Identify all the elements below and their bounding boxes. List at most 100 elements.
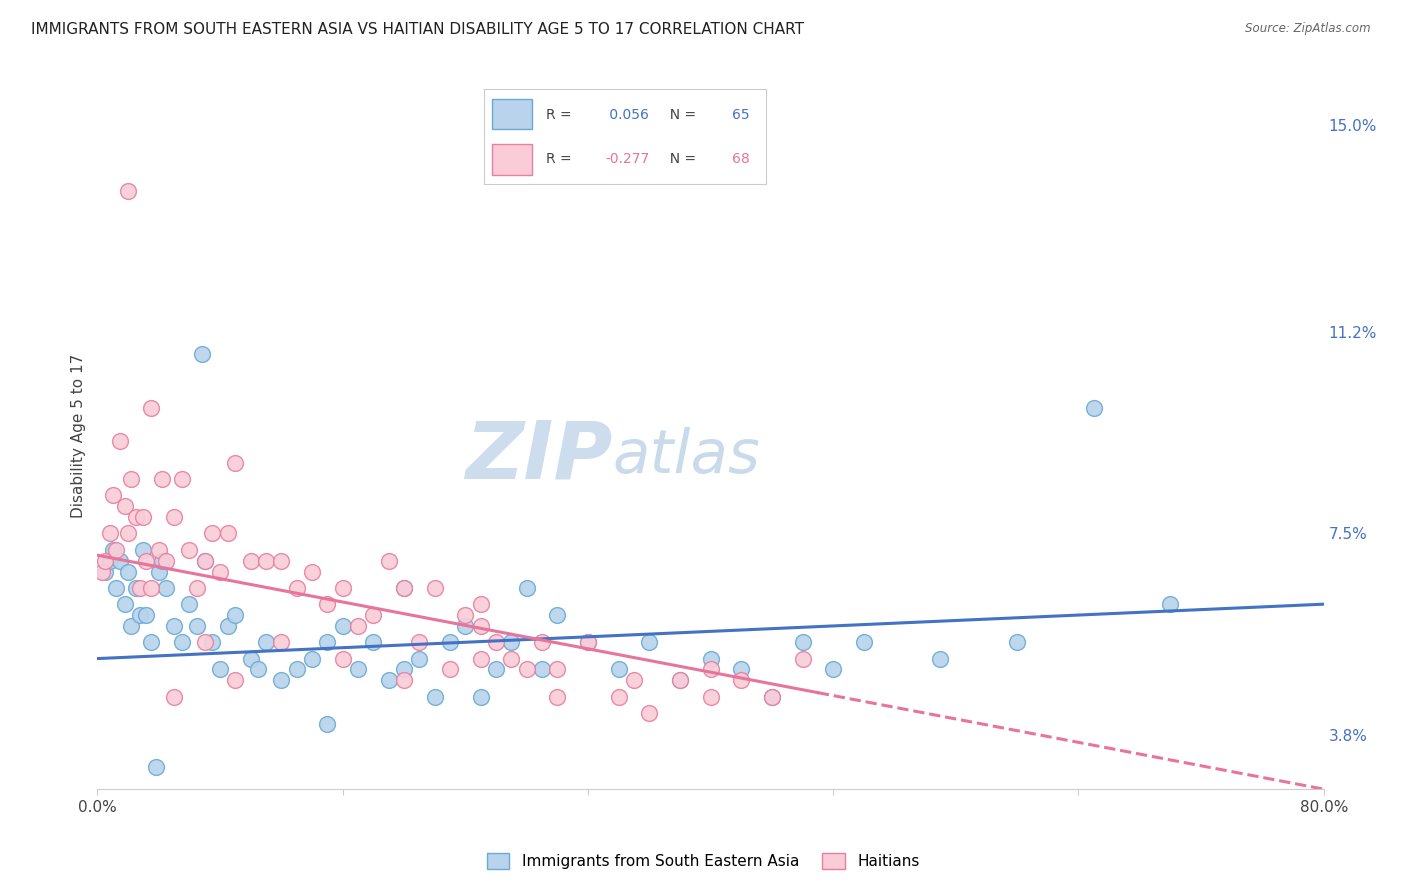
Point bbox=[139, 581, 162, 595]
Point bbox=[98, 526, 121, 541]
Point bbox=[247, 663, 270, 677]
Point bbox=[347, 619, 370, 633]
Point bbox=[929, 651, 952, 665]
Point bbox=[217, 526, 239, 541]
Point bbox=[132, 542, 155, 557]
Point bbox=[285, 581, 308, 595]
Point bbox=[439, 635, 461, 649]
Point bbox=[423, 581, 446, 595]
Point bbox=[454, 608, 477, 623]
Point bbox=[270, 635, 292, 649]
Point bbox=[270, 673, 292, 688]
Point bbox=[101, 488, 124, 502]
Point bbox=[117, 565, 139, 579]
Point bbox=[194, 635, 217, 649]
Point bbox=[301, 651, 323, 665]
Point bbox=[852, 635, 875, 649]
Y-axis label: Disability Age 5 to 17: Disability Age 5 to 17 bbox=[72, 353, 86, 517]
Point bbox=[316, 597, 339, 611]
Point bbox=[823, 663, 845, 677]
Point bbox=[699, 663, 721, 677]
Point bbox=[623, 673, 645, 688]
Point bbox=[301, 565, 323, 579]
Legend: Immigrants from South Eastern Asia, Haitians: Immigrants from South Eastern Asia, Hait… bbox=[481, 847, 925, 875]
Point bbox=[454, 619, 477, 633]
Point bbox=[730, 663, 752, 677]
Point bbox=[254, 635, 277, 649]
Point bbox=[170, 472, 193, 486]
Point bbox=[91, 565, 114, 579]
Point bbox=[194, 554, 217, 568]
Point bbox=[332, 651, 354, 665]
Point bbox=[1005, 635, 1028, 649]
Point bbox=[120, 472, 142, 486]
Point bbox=[148, 565, 170, 579]
Point bbox=[239, 651, 262, 665]
Point bbox=[110, 554, 132, 568]
Point bbox=[285, 663, 308, 677]
Point bbox=[98, 554, 121, 568]
Point bbox=[1159, 597, 1181, 611]
Point bbox=[470, 690, 492, 704]
Point bbox=[201, 635, 224, 649]
Point bbox=[270, 554, 292, 568]
Point bbox=[190, 347, 212, 361]
Point bbox=[392, 581, 415, 595]
Point bbox=[186, 619, 208, 633]
Point bbox=[546, 663, 568, 677]
Point bbox=[669, 673, 692, 688]
Point bbox=[516, 581, 538, 595]
Point bbox=[224, 673, 246, 688]
Point bbox=[110, 434, 132, 448]
Point bbox=[501, 635, 523, 649]
Point bbox=[224, 608, 246, 623]
Point bbox=[124, 510, 146, 524]
Point bbox=[114, 597, 136, 611]
Point bbox=[392, 663, 415, 677]
Point bbox=[224, 456, 246, 470]
Point bbox=[408, 635, 430, 649]
Point bbox=[470, 597, 492, 611]
Point bbox=[148, 542, 170, 557]
Point bbox=[470, 651, 492, 665]
Point bbox=[135, 608, 157, 623]
Point bbox=[501, 651, 523, 665]
Point bbox=[377, 673, 399, 688]
Point bbox=[730, 673, 752, 688]
Point bbox=[179, 542, 201, 557]
Point bbox=[607, 690, 630, 704]
Point bbox=[155, 554, 177, 568]
Point bbox=[699, 651, 721, 665]
Point bbox=[145, 760, 167, 774]
Text: IMMIGRANTS FROM SOUTH EASTERN ASIA VS HAITIAN DISABILITY AGE 5 TO 17 CORRELATION: IMMIGRANTS FROM SOUTH EASTERN ASIA VS HA… bbox=[31, 22, 804, 37]
Text: Source: ZipAtlas.com: Source: ZipAtlas.com bbox=[1246, 22, 1371, 36]
Point bbox=[163, 690, 186, 704]
Point bbox=[761, 690, 783, 704]
Point bbox=[94, 554, 117, 568]
Point bbox=[129, 581, 152, 595]
Point bbox=[516, 663, 538, 677]
Point bbox=[347, 663, 370, 677]
Point bbox=[139, 635, 162, 649]
Point bbox=[470, 619, 492, 633]
Point bbox=[208, 565, 231, 579]
Point bbox=[792, 651, 814, 665]
Point bbox=[332, 581, 354, 595]
Point bbox=[186, 581, 208, 595]
Point bbox=[485, 663, 508, 677]
Text: ZIP: ZIP bbox=[465, 417, 613, 496]
Point bbox=[208, 663, 231, 677]
Point bbox=[94, 565, 117, 579]
Point bbox=[439, 663, 461, 677]
Point bbox=[576, 635, 599, 649]
Point bbox=[139, 401, 162, 416]
Point bbox=[1083, 401, 1105, 416]
Point bbox=[761, 690, 783, 704]
Point bbox=[607, 663, 630, 677]
Point bbox=[361, 635, 384, 649]
Point bbox=[377, 554, 399, 568]
Point bbox=[124, 581, 146, 595]
Point bbox=[170, 635, 193, 649]
Point bbox=[669, 673, 692, 688]
Text: atlas: atlas bbox=[613, 427, 761, 486]
